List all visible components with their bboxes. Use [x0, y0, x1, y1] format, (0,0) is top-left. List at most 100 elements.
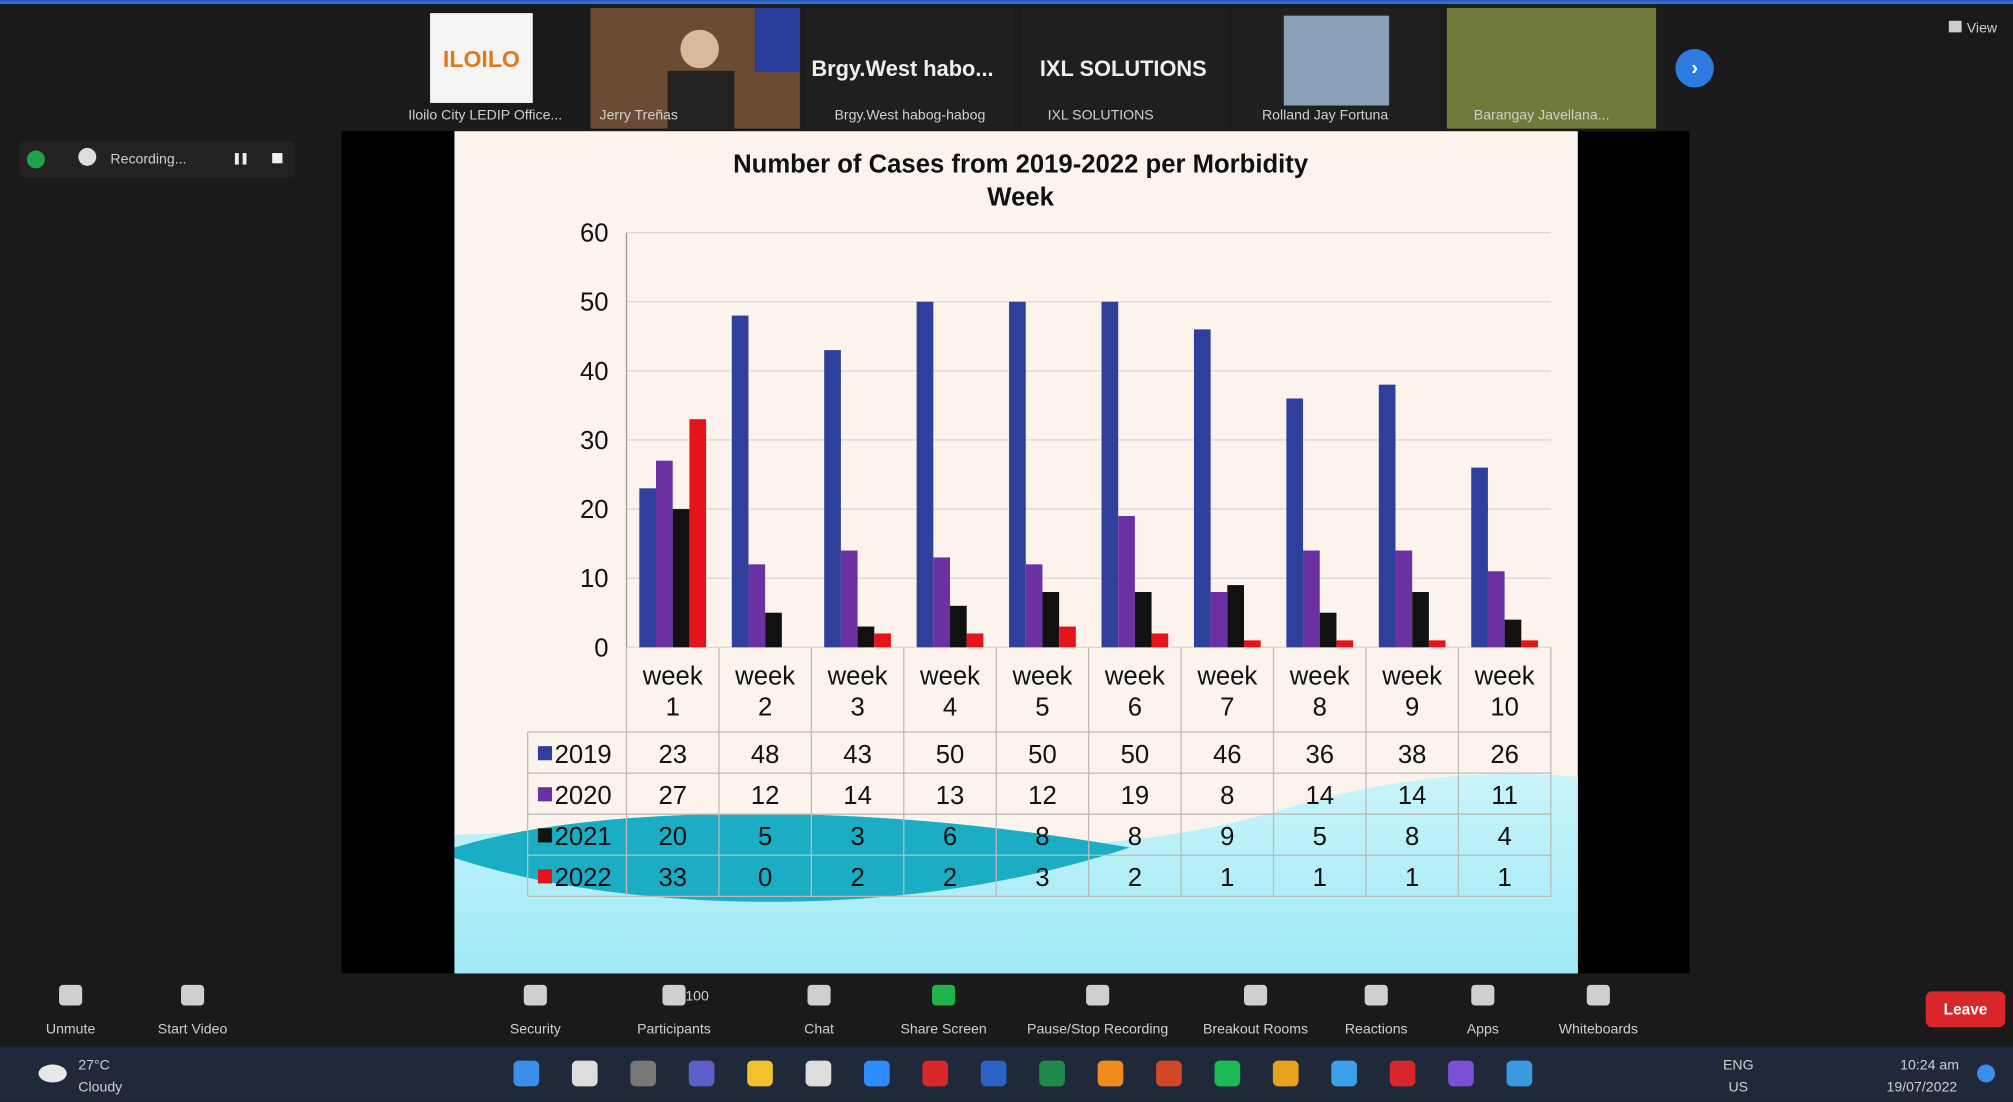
toolbar-icon[interactable]: [662, 985, 685, 1006]
legend-swatch: [538, 787, 552, 801]
tile-video: [1284, 16, 1389, 106]
bar: [1211, 592, 1228, 647]
toolbar-icon[interactable]: [1244, 985, 1267, 1006]
table-value: 2: [850, 864, 864, 892]
participant-name: Jerry Treñas: [600, 107, 678, 123]
chart-title-box: Number of Cases from 2019-2022 per Morbi…: [719, 144, 1322, 218]
toolbar-label[interactable]: Chat: [804, 1021, 834, 1037]
toolbar-label[interactable]: Breakout Rooms: [1203, 1021, 1308, 1037]
bar: [673, 509, 690, 647]
table-value: 23: [658, 741, 687, 769]
taskbar-app[interactable]: [1098, 1061, 1124, 1087]
taskbar-app[interactable]: [922, 1061, 948, 1087]
taskbar-app[interactable]: [1273, 1061, 1299, 1087]
bar: [1042, 592, 1059, 647]
toolbar-icon[interactable]: [1471, 985, 1494, 1006]
bar: [689, 419, 706, 647]
legend-swatch: [538, 869, 552, 883]
table-value: 50: [1121, 741, 1150, 769]
temperature: 27°C: [78, 1057, 110, 1073]
arrow-icon: ›: [1691, 57, 1698, 80]
bar: [1395, 551, 1412, 648]
taskbar-app[interactable]: [630, 1061, 656, 1087]
toolbar-icon[interactable]: [1086, 985, 1109, 1006]
bar: [1412, 592, 1429, 647]
x-tick-label: week 1: [637, 652, 709, 732]
toolbar-icon[interactable]: [59, 985, 82, 1006]
participant-name: Brgy.West habog-habog: [834, 107, 985, 123]
x-tick-label-box: week 10: [1469, 652, 1541, 732]
toolbar-icon[interactable]: [808, 985, 831, 1006]
taskbar-app[interactable]: [981, 1061, 1007, 1087]
x-tick-label: week 8: [1284, 652, 1356, 732]
stop-icon[interactable]: [272, 153, 282, 163]
x-tick-label-box: week 1: [637, 652, 709, 732]
toolbar-label[interactable]: Pause/Stop Recording: [1027, 1021, 1168, 1037]
toolbar-icon[interactable]: [1587, 985, 1610, 1006]
taskbar-app[interactable]: [1039, 1061, 1065, 1087]
taskbar-app[interactable]: [1507, 1061, 1533, 1087]
table-value: 46: [1213, 741, 1242, 769]
leave-button[interactable]: Leave: [1944, 1001, 1988, 1018]
top-edge: [0, 0, 2013, 4]
toolbar-icon[interactable]: [1365, 985, 1388, 1006]
bar: [1286, 398, 1303, 647]
bar: [1059, 627, 1076, 648]
participant-count: 100: [685, 987, 709, 1003]
toolbar-label[interactable]: Share Screen: [900, 1021, 986, 1037]
bar: [732, 316, 749, 648]
taskbar-app[interactable]: [747, 1061, 773, 1087]
toolbar-label[interactable]: Start Video: [158, 1021, 228, 1037]
table-value: 2: [1128, 864, 1142, 892]
taskbar-app[interactable]: [864, 1061, 890, 1087]
x-tick-label-box: week 3: [822, 652, 894, 732]
toolbar-icon[interactable]: [181, 985, 204, 1006]
toolbar-label[interactable]: Participants: [637, 1021, 711, 1037]
toolbar-label[interactable]: Apps: [1467, 1021, 1499, 1037]
taskbar-app[interactable]: [1331, 1061, 1357, 1087]
bar: [824, 350, 841, 647]
x-tick-label: week 5: [1007, 652, 1079, 732]
table-value: 2: [943, 864, 957, 892]
taskbar-app[interactable]: [806, 1061, 832, 1087]
x-tick-label-box: week 8: [1284, 652, 1356, 732]
table-value: 5: [758, 823, 772, 851]
table-value: 8: [1128, 823, 1142, 851]
table-value: 12: [1028, 782, 1057, 810]
toolbar-label[interactable]: Unmute: [46, 1021, 96, 1037]
taskbar-app[interactable]: [514, 1061, 540, 1087]
table-value: 8: [1035, 823, 1049, 851]
table-value: 1: [1405, 864, 1419, 892]
view-button[interactable]: View: [1967, 19, 1998, 35]
bar: [917, 302, 934, 648]
toolbar-label[interactable]: Reactions: [1345, 1021, 1408, 1037]
notification-icon[interactable]: [1977, 1065, 1995, 1083]
y-tick-label: 50: [580, 289, 609, 317]
taskbar-app[interactable]: [1390, 1061, 1416, 1087]
x-tick-label: week 9: [1376, 652, 1448, 732]
bar: [858, 627, 875, 648]
tile-title: Brgy.West habo...: [811, 56, 993, 81]
table-value: 38: [1398, 741, 1427, 769]
bar: [1152, 633, 1169, 647]
x-tick-label-box: week 9: [1376, 652, 1448, 732]
legend-swatch: [538, 828, 552, 842]
bar: [933, 557, 950, 647]
toolbar-label[interactable]: Security: [510, 1021, 562, 1037]
toolbar-label[interactable]: Whiteboards: [1559, 1021, 1638, 1037]
y-tick-label: 10: [580, 565, 609, 593]
pause-icon[interactable]: [235, 153, 239, 165]
table-value: 11: [1491, 782, 1518, 810]
bar: [1102, 302, 1119, 648]
toolbar-icon[interactable]: [932, 985, 955, 1006]
taskbar-app[interactable]: [1214, 1061, 1240, 1087]
taskbar-app[interactable]: [689, 1061, 715, 1087]
participant-name: Rolland Jay Fortuna: [1262, 107, 1388, 123]
taskbar-app[interactable]: [1156, 1061, 1182, 1087]
language: ENG: [1723, 1057, 1754, 1073]
taskbar-app[interactable]: [1448, 1061, 1474, 1087]
taskbar-app[interactable]: [572, 1061, 598, 1087]
y-tick-label: 40: [580, 358, 609, 386]
x-tick-label: week 7: [1191, 652, 1263, 732]
toolbar-icon[interactable]: [524, 985, 547, 1006]
